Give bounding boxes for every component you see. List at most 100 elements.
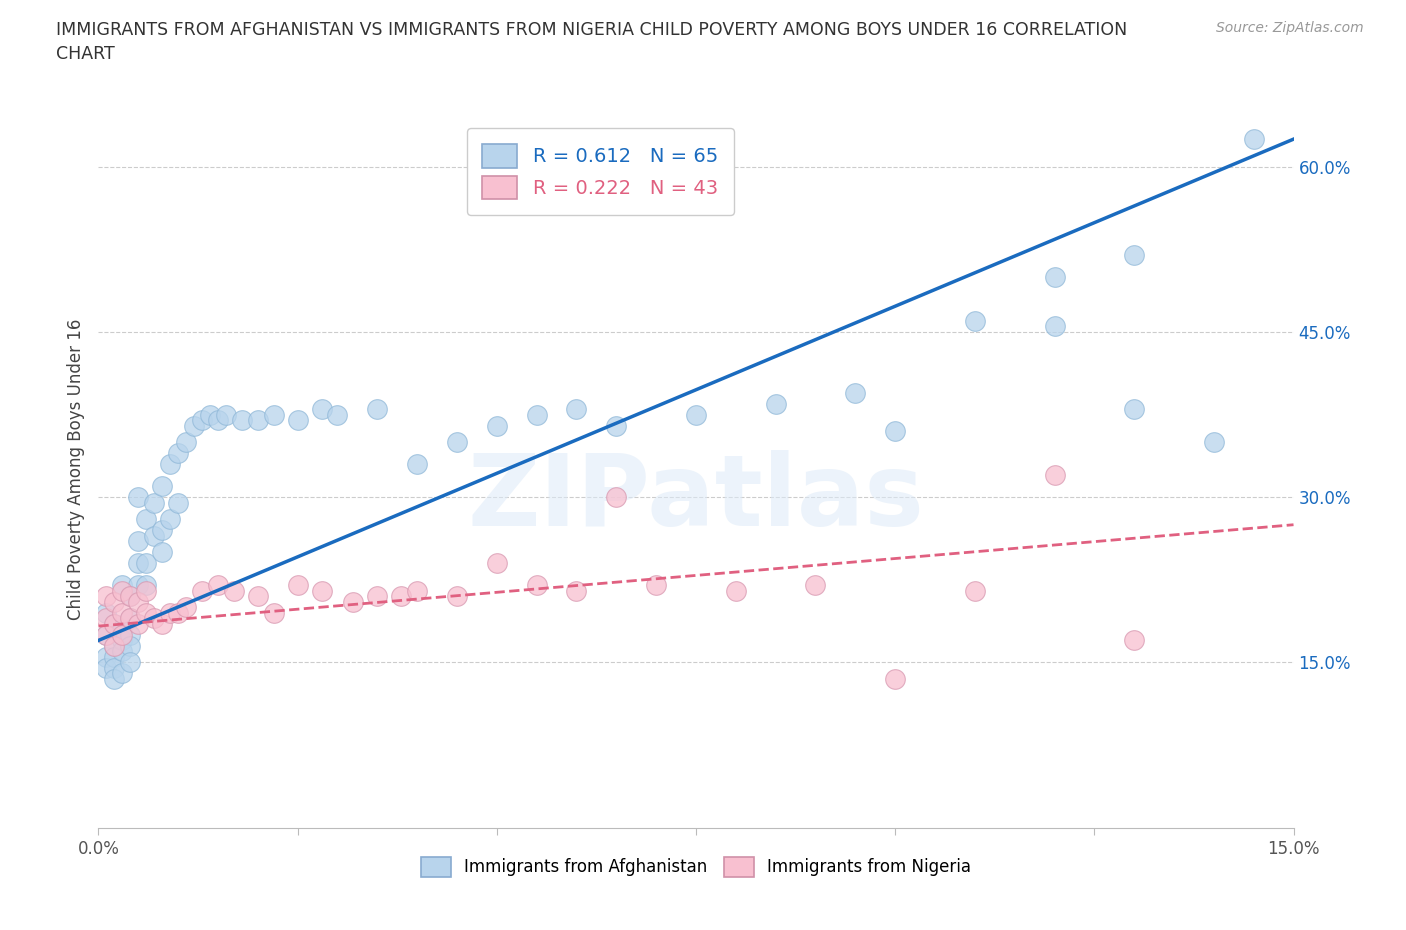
Y-axis label: Child Poverty Among Boys Under 16: Child Poverty Among Boys Under 16 [66,319,84,620]
Text: ZIPatlas: ZIPatlas [468,450,924,547]
Point [127,556,149,571]
Point [246,413,269,428]
Point [120,628,142,643]
Point [167,445,190,460]
Point [120,655,142,670]
Point [565,583,588,598]
Point [96,660,118,675]
Point [311,402,333,417]
Point [96,628,118,643]
Point [135,605,157,620]
Point [1123,247,1146,262]
Point [111,622,134,637]
Legend: Immigrants from Afghanistan, Immigrants from Nigeria: Immigrants from Afghanistan, Immigrants … [413,850,979,883]
Point [111,583,134,598]
Point [1123,633,1146,648]
Point [198,407,221,422]
Point [96,605,118,620]
Point [1202,434,1225,449]
Point [111,666,134,681]
Point [326,407,349,422]
Point [96,611,118,626]
Point [366,402,388,417]
Point [183,418,205,433]
Point [103,660,125,675]
Point [127,594,149,609]
Point [263,605,285,620]
Point [174,600,197,615]
Point [765,396,787,411]
Point [111,578,134,592]
Point [143,528,166,543]
Point [844,385,866,400]
Point [135,556,157,571]
Point [167,496,190,511]
Point [246,589,269,604]
Point [565,402,588,417]
Point [724,583,747,598]
Point [191,583,214,598]
Point [135,578,157,592]
Point [159,512,181,526]
Point [1123,402,1146,417]
Point [231,413,253,428]
Text: IMMIGRANTS FROM AFGHANISTAN VS IMMIGRANTS FROM NIGERIA CHILD POVERTY AMONG BOYS : IMMIGRANTS FROM AFGHANISTAN VS IMMIGRANT… [56,21,1128,39]
Point [135,512,157,526]
Point [287,578,309,592]
Point [103,617,125,631]
Point [111,628,134,643]
Point [143,611,166,626]
Point [645,578,668,592]
Point [150,523,173,538]
Point [446,589,468,604]
Point [1243,132,1265,147]
Point [311,583,333,598]
Point [485,418,508,433]
Point [120,611,142,626]
Point [485,556,508,571]
Point [406,457,429,472]
Point [167,605,190,620]
Point [1043,270,1066,285]
Point [103,649,125,664]
Point [127,490,149,505]
Point [804,578,827,592]
Point [120,639,142,654]
Point [127,534,149,549]
Point [207,413,229,428]
Point [389,589,412,604]
Point [120,611,142,626]
Point [605,418,627,433]
Point [96,628,118,643]
Point [111,605,134,620]
Point [884,424,907,439]
Point [963,313,986,328]
Point [1043,319,1066,334]
Point [263,407,285,422]
Point [191,413,214,428]
Point [111,633,134,648]
Point [287,413,309,428]
Point [150,545,173,560]
Point [103,617,125,631]
Point [150,479,173,494]
Point [120,589,142,604]
Text: Source: ZipAtlas.com: Source: ZipAtlas.com [1216,21,1364,35]
Point [174,434,197,449]
Point [150,617,173,631]
Point [135,583,157,598]
Point [103,594,125,609]
Point [605,490,627,505]
Point [120,589,142,604]
Text: CHART: CHART [56,45,115,62]
Point [884,671,907,686]
Point [127,578,149,592]
Point [159,457,181,472]
Point [685,407,707,422]
Point [159,605,181,620]
Point [222,583,245,598]
Point [963,583,986,598]
Point [526,578,548,592]
Point [111,644,134,658]
Point [526,407,548,422]
